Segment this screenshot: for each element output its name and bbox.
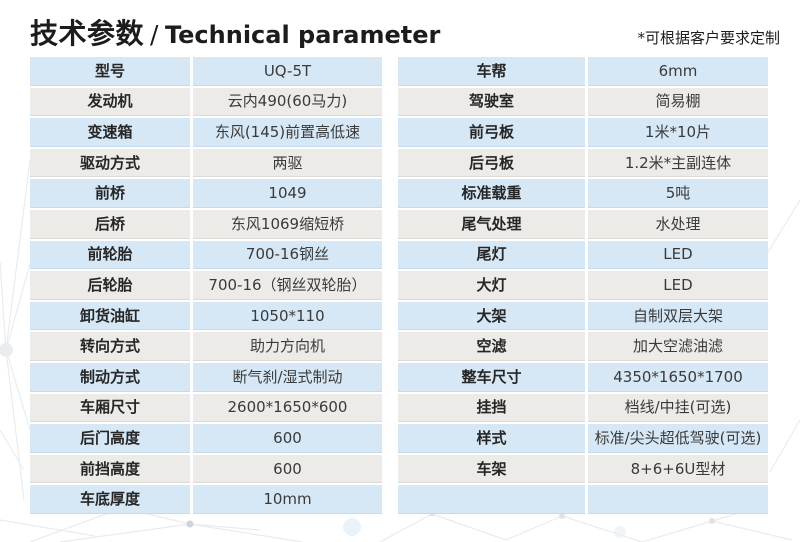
param-label: 卸货油缸 xyxy=(30,301,190,331)
param-value: 水处理 xyxy=(588,209,768,239)
param-label: 车帮 xyxy=(398,57,585,86)
param-value: 1米*10片 xyxy=(588,118,768,147)
param-label: 后门高度 xyxy=(30,424,190,453)
table-row: 整车尺寸 4350*1650*1700 xyxy=(398,362,768,392)
table-row: 后桥 东风1069缩短桥 xyxy=(30,209,382,239)
table-row: 前轮胎 700-16钢丝 xyxy=(30,240,382,270)
param-label: 变速箱 xyxy=(30,118,190,147)
customization-note: *可根据客户要求定制 xyxy=(637,29,780,47)
param-value: 东风(145)前置高低速 xyxy=(193,118,382,147)
param-value: 简易棚 xyxy=(588,87,768,117)
table-row: 空滤 加大空滤油滤 xyxy=(398,332,768,361)
param-label: 车底厚度 xyxy=(30,485,190,514)
table-row: 尾气处理 水处理 xyxy=(398,209,768,239)
param-value: 2600*1650*600 xyxy=(193,393,382,423)
spec-table-left: 型号 UQ-5T 发动机 云内490(60马力) 变速箱 东风(145)前置高低速 驱动方式… xyxy=(30,57,382,514)
title-english: Technical parameter xyxy=(164,21,441,49)
param-value: 10mm xyxy=(193,485,382,514)
param-label: 驱动方式 xyxy=(30,148,190,178)
param-label: 车架 xyxy=(398,454,585,484)
param-label: 车厢尺寸 xyxy=(30,393,190,423)
page-title: 技术参数 / Technical parameter xyxy=(30,12,440,52)
header: 技术参数 / Technical parameter *可根据客户要求定制 xyxy=(30,12,780,52)
param-label: 后弓板 xyxy=(398,148,585,178)
param-value: LED xyxy=(588,240,768,270)
table-row: 尾灯 LED xyxy=(398,240,768,270)
table-row: 标准载重 5吨 xyxy=(398,179,768,208)
param-label: 前弓板 xyxy=(398,118,585,147)
param-label: 后轮胎 xyxy=(30,271,190,300)
param-value: UQ-5T xyxy=(193,57,382,86)
param-label: 后桥 xyxy=(30,209,190,239)
param-value: 5吨 xyxy=(588,179,768,208)
table-row: 转向方式 助力方向机 xyxy=(30,332,382,361)
param-value: 600 xyxy=(193,424,382,453)
param-value: 1050*110 xyxy=(193,301,382,331)
param-value: 1049 xyxy=(193,179,382,208)
param-value: 断气刹/湿式制动 xyxy=(193,362,382,392)
param-value: 4350*1650*1700 xyxy=(588,362,768,392)
spec-table-right: 车帮 6mm 驾驶室 简易棚 前弓板 1米*10片 后弓板 1.2米*主副连体 标准载重 5吨 尾气… xyxy=(398,57,768,514)
table-row: 卸货油缸 1050*110 xyxy=(30,301,382,331)
param-value: 两驱 xyxy=(193,148,382,178)
table-row: 样式 标准/尖头超低驾驶(可选) xyxy=(398,424,768,453)
param-label: 前挡高度 xyxy=(30,454,190,484)
table-row: 车架 8+6+6U型材 xyxy=(398,454,768,484)
table-row: 挂挡 档线/中挂(可选) xyxy=(398,393,768,423)
param-label: 样式 xyxy=(398,424,585,453)
param-value: 档线/中挂(可选) xyxy=(588,393,768,423)
table-row: 车厢尺寸 2600*1650*600 xyxy=(30,393,382,423)
table-row: 车底厚度 10mm xyxy=(30,485,382,514)
param-value: 700-16（钢丝双轮胎） xyxy=(193,271,382,300)
table-row: 发动机 云内490(60马力) xyxy=(30,87,382,117)
param-label: 制动方式 xyxy=(30,362,190,392)
param-value: 8+6+6U型材 xyxy=(588,454,768,484)
param-value: 自制双层大架 xyxy=(588,301,768,331)
param-label: 前轮胎 xyxy=(30,240,190,270)
table-row: 型号 UQ-5T xyxy=(30,57,382,86)
param-label: 驾驶室 xyxy=(398,87,585,117)
table-row: 大架 自制双层大架 xyxy=(398,301,768,331)
table-row: 前挡高度 600 xyxy=(30,454,382,484)
table-row: 驾驶室 简易棚 xyxy=(398,87,768,117)
table-row: 后弓板 1.2米*主副连体 xyxy=(398,148,768,178)
param-label: 尾灯 xyxy=(398,240,585,270)
table-row xyxy=(398,485,768,514)
param-label: 空滤 xyxy=(398,332,585,361)
table-row: 制动方式 断气刹/湿式制动 xyxy=(30,362,382,392)
param-value: LED xyxy=(588,271,768,300)
param-label: 前桥 xyxy=(30,179,190,208)
title-separator: / xyxy=(150,20,159,49)
param-value: 助力方向机 xyxy=(193,332,382,361)
table-row: 大灯 LED xyxy=(398,271,768,300)
table-row: 后门高度 600 xyxy=(30,424,382,453)
param-label xyxy=(398,485,585,514)
table-row: 变速箱 东风(145)前置高低速 xyxy=(30,118,382,147)
table-row: 后轮胎 700-16（钢丝双轮胎） xyxy=(30,271,382,300)
param-label: 标准载重 xyxy=(398,179,585,208)
param-value: 东风1069缩短桥 xyxy=(193,209,382,239)
param-value xyxy=(588,485,768,514)
param-value: 600 xyxy=(193,454,382,484)
param-label: 发动机 xyxy=(30,87,190,117)
param-label: 型号 xyxy=(30,57,190,86)
param-label: 挂挡 xyxy=(398,393,585,423)
param-label: 大灯 xyxy=(398,271,585,300)
table-row: 前桥 1049 xyxy=(30,179,382,208)
title-chinese: 技术参数 xyxy=(30,17,145,50)
table-row: 前弓板 1米*10片 xyxy=(398,118,768,147)
param-value: 标准/尖头超低驾驶(可选) xyxy=(588,424,768,453)
table-row: 车帮 6mm xyxy=(398,57,768,86)
param-value: 700-16钢丝 xyxy=(193,240,382,270)
param-value: 云内490(60马力) xyxy=(193,87,382,117)
param-value: 1.2米*主副连体 xyxy=(588,148,768,178)
param-value: 6mm xyxy=(588,57,768,86)
table-row: 驱动方式 两驱 xyxy=(30,148,382,178)
param-label: 尾气处理 xyxy=(398,209,585,239)
param-label: 大架 xyxy=(398,301,585,331)
param-value: 加大空滤油滤 xyxy=(588,332,768,361)
param-label: 整车尺寸 xyxy=(398,362,585,392)
param-label: 转向方式 xyxy=(30,332,190,361)
